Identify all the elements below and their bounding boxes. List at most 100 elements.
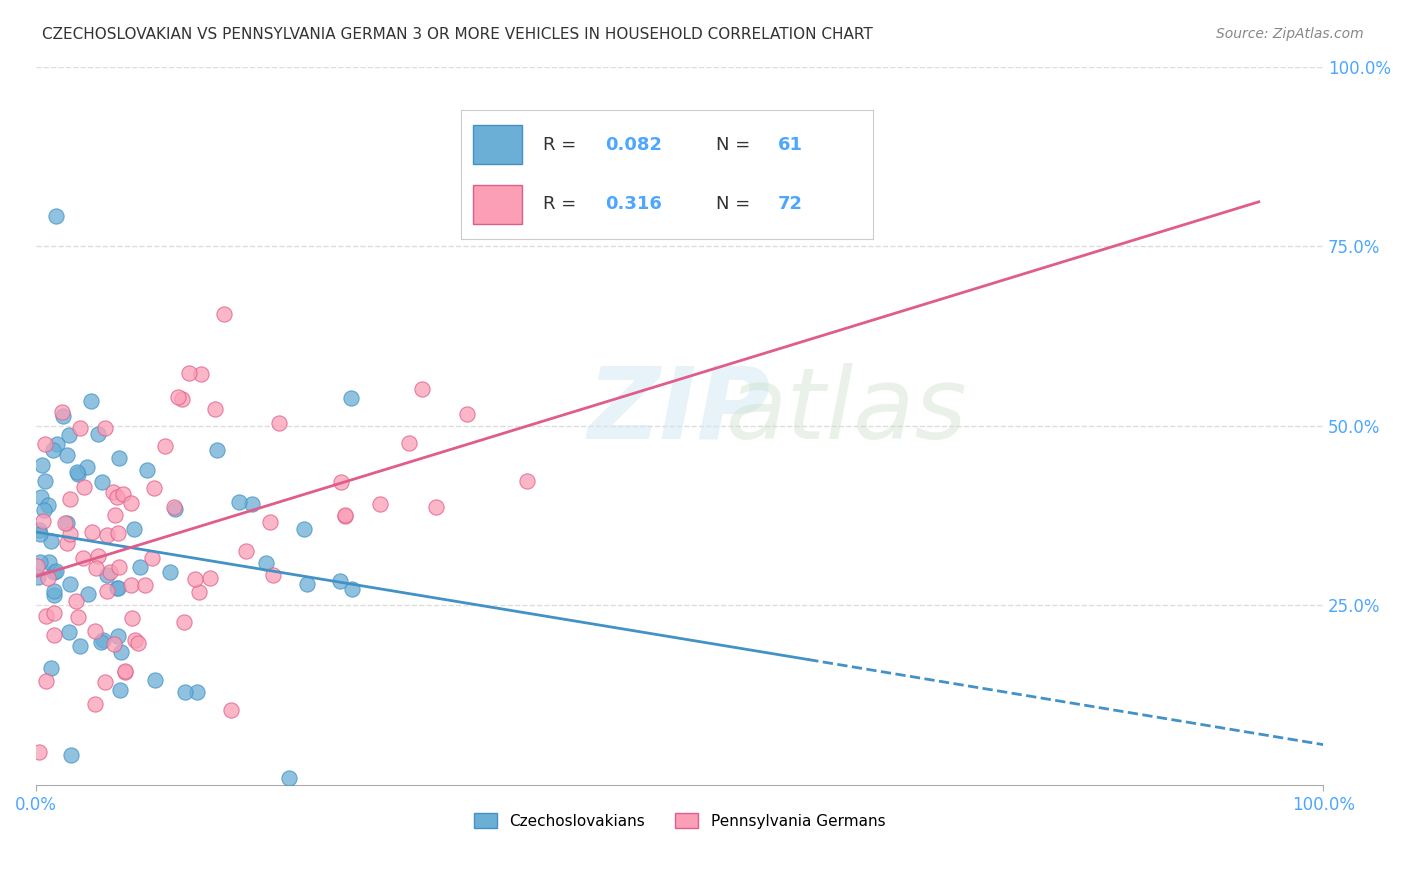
Czechoslovakians — [52, 409, 75, 423]
Pennsylvania Germans — [72, 550, 94, 565]
Pennsylvania Germans — [120, 578, 142, 592]
Pennsylvania Germans — [204, 402, 226, 417]
Pennsylvania Germans — [398, 436, 420, 450]
Czechoslovakians — [31, 458, 53, 472]
Pennsylvania Germans — [163, 500, 186, 515]
Czechoslovakians — [86, 427, 108, 442]
Czechoslovakians — [90, 635, 112, 649]
Pennsylvania Germans — [179, 367, 201, 381]
Pennsylvania Germans — [188, 584, 211, 599]
Czechoslovakians — [56, 516, 79, 531]
Czechoslovakians — [254, 556, 277, 570]
Pennsylvania Germans — [96, 527, 118, 541]
Pennsylvania Germans — [141, 551, 163, 566]
Pennsylvania Germans — [32, 514, 55, 528]
Pennsylvania Germans — [84, 698, 107, 712]
Czechoslovakians — [186, 685, 208, 699]
Text: atlas: atlas — [725, 363, 967, 460]
Czechoslovakians — [329, 574, 352, 588]
Pennsylvania Germans — [80, 524, 103, 539]
Czechoslovakians — [163, 502, 186, 516]
Pennsylvania Germans — [333, 508, 356, 522]
Pennsylvania Germans — [155, 439, 177, 453]
Pennsylvania Germans — [262, 568, 284, 582]
Czechoslovakians — [66, 466, 89, 480]
Pennsylvania Germans — [219, 703, 242, 717]
Pennsylvania Germans — [120, 495, 142, 509]
Pennsylvania Germans — [411, 382, 433, 396]
Czechoslovakians — [107, 451, 129, 466]
Pennsylvania Germans — [55, 516, 77, 530]
Czechoslovakians — [339, 392, 361, 406]
Pennsylvania Germans — [56, 536, 79, 550]
Pennsylvania Germans — [267, 416, 290, 430]
Czechoslovakians — [240, 497, 263, 511]
Pennsylvania Germans — [124, 633, 146, 648]
Pennsylvania Germans — [25, 558, 48, 573]
Czechoslovakians — [277, 771, 299, 785]
Pennsylvania Germans — [65, 594, 87, 608]
Czechoslovakians — [80, 393, 103, 408]
Czechoslovakians — [45, 564, 67, 578]
Czechoslovakians — [44, 584, 66, 599]
Czechoslovakians — [60, 748, 83, 763]
Czechoslovakians — [340, 582, 363, 596]
Czechoslovakians — [56, 449, 79, 463]
Czechoslovakians — [30, 490, 52, 504]
Czechoslovakians — [58, 625, 80, 640]
Pennsylvania Germans — [105, 490, 128, 504]
Czechoslovakians — [173, 684, 195, 698]
Pennsylvania Germans — [335, 509, 357, 524]
Czechoslovakians — [42, 565, 65, 579]
Pennsylvania Germans — [516, 474, 538, 488]
Pennsylvania Germans — [121, 611, 143, 625]
Czechoslovakians — [45, 209, 67, 223]
Pennsylvania Germans — [104, 508, 127, 522]
Czechoslovakians — [110, 645, 132, 659]
Pennsylvania Germans — [94, 674, 117, 689]
Pennsylvania Germans — [42, 606, 65, 620]
Czechoslovakians — [159, 566, 181, 580]
Pennsylvania Germans — [69, 421, 91, 435]
Czechoslovakians — [107, 581, 129, 595]
Czechoslovakians — [46, 436, 69, 450]
Czechoslovakians — [67, 467, 90, 482]
Pennsylvania Germans — [107, 526, 129, 541]
Czechoslovakians — [76, 460, 98, 475]
Pennsylvania Germans — [456, 408, 478, 422]
Pennsylvania Germans — [235, 544, 257, 558]
Pennsylvania Germans — [167, 390, 190, 404]
Pennsylvania Germans — [103, 484, 125, 499]
Czechoslovakians — [37, 498, 59, 512]
Pennsylvania Germans — [370, 497, 392, 511]
Pennsylvania Germans — [84, 561, 107, 575]
Czechoslovakians — [105, 582, 128, 596]
Pennsylvania Germans — [98, 565, 121, 579]
Pennsylvania Germans — [172, 392, 194, 407]
Czechoslovakians — [34, 474, 56, 488]
Czechoslovakians — [110, 683, 132, 698]
Pennsylvania Germans — [190, 368, 212, 382]
Czechoslovakians — [27, 569, 49, 583]
Pennsylvania Germans — [44, 628, 66, 642]
Czechoslovakians — [58, 576, 80, 591]
Pennsylvania Germans — [37, 571, 59, 585]
Pennsylvania Germans — [83, 624, 105, 639]
Pennsylvania Germans — [66, 610, 89, 624]
Czechoslovakians — [39, 661, 62, 675]
Czechoslovakians — [30, 555, 52, 569]
Pennsylvania Germans — [184, 573, 207, 587]
Czechoslovakians — [292, 522, 315, 536]
Pennsylvania Germans — [134, 578, 156, 592]
Text: CZECHOSLOVAKIAN VS PENNSYLVANIA GERMAN 3 OR MORE VEHICLES IN HOUSEHOLD CORRELATI: CZECHOSLOVAKIAN VS PENNSYLVANIA GERMAN 3… — [42, 27, 873, 42]
Pennsylvania Germans — [214, 308, 236, 322]
Pennsylvania Germans — [329, 475, 352, 489]
Czechoslovakians — [58, 427, 80, 442]
Czechoslovakians — [122, 522, 145, 536]
Pennsylvania Germans — [198, 571, 221, 585]
Czechoslovakians — [205, 442, 228, 457]
Czechoslovakians — [91, 475, 114, 490]
Czechoslovakians — [30, 527, 52, 541]
Pennsylvania Germans — [173, 615, 195, 630]
Czechoslovakians — [39, 534, 62, 549]
